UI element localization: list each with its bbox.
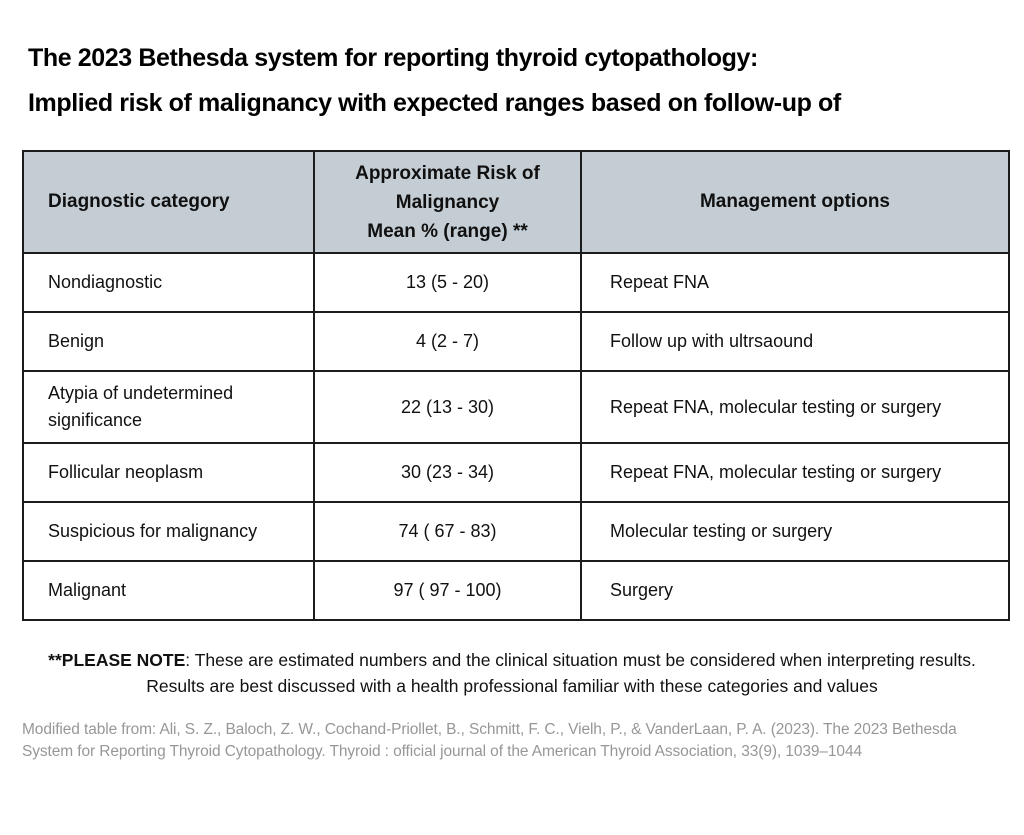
please-note-line-2: Results are best discussed with a health… [146,676,878,696]
page-title-line-1: The 2023 Bethesda system for reporting t… [28,44,758,72]
management-cell: Repeat FNA [580,252,1010,313]
management-cell: Repeat FNA, molecular testing or surgery [580,442,1010,503]
risk-cell: 97 ( 97 - 100) [313,560,582,621]
table-head: Diagnostic category Approximate Risk of … [22,150,1010,254]
risk-cell: 4 (2 - 7) [313,311,582,372]
table-row-follicular-neoplasm: Follicular neoplasm 30 (23 - 34) Repeat … [22,442,1010,503]
diagnostic-category-cell: Benign [22,311,315,372]
table-header-row: Diagnostic category Approximate Risk of … [22,150,1010,254]
risk-cell: 74 ( 67 - 83) [313,501,582,562]
table-body: Nondiagnostic 13 (5 - 20) Repeat FNA Ben… [22,252,1010,621]
table-row-atypia: Atypia of undetermined significance 22 (… [22,370,1010,444]
page: The 2023 Bethesda system for reporting t… [0,36,1024,835]
diagnostic-category-cell: Malignant [22,560,315,621]
table-row-benign: Benign 4 (2 - 7) Follow up with ultrsaou… [22,311,1010,372]
please-note-label: **PLEASE NOTE [48,650,186,670]
diagnostic-category-cell: Nondiagnostic [22,252,315,313]
risk-cell: 30 (23 - 34) [313,442,582,503]
diagnostic-category-cell: Follicular neoplasm [22,442,315,503]
management-cell: Surgery [580,560,1010,621]
diagnostic-category-cell: Atypia of undetermined significance [22,370,315,444]
page-title-line-2: Implied risk of malignancy with expected… [28,89,841,117]
management-cell: Follow up with ultrsaound [580,311,1010,372]
bethesda-table: Diagnostic category Approximate Risk of … [22,150,1010,621]
please-note: **PLEASE NOTE: These are estimated numbe… [20,647,1004,699]
header-management-options: Management options [580,150,1010,254]
management-cell: Molecular testing or surgery [580,501,1010,562]
table-row-malignant: Malignant 97 ( 97 - 100) Surgery [22,560,1010,621]
diagnostic-category-cell: Suspicious for malignancy [22,501,315,562]
page-title: The 2023 Bethesda system for reporting t… [28,36,994,126]
table-row-suspicious: Suspicious for malignancy 74 ( 67 - 83) … [22,501,1010,562]
management-cell: Repeat FNA, molecular testing or surgery [580,370,1010,444]
table-row-nondiagnostic: Nondiagnostic 13 (5 - 20) Repeat FNA [22,252,1010,313]
header-risk-of-malignancy: Approximate Risk of Malignancy Mean % (r… [313,150,582,254]
risk-cell: 13 (5 - 20) [313,252,582,313]
please-note-line-1: **PLEASE NOTE: These are estimated numbe… [20,647,1004,673]
risk-cell: 22 (13 - 30) [313,370,582,444]
please-note-text: : These are estimated numbers and the cl… [185,650,976,670]
citation: Modified table from: Ali, S. Z., Baloch,… [22,721,957,760]
header-diagnostic-category: Diagnostic category [22,150,315,254]
